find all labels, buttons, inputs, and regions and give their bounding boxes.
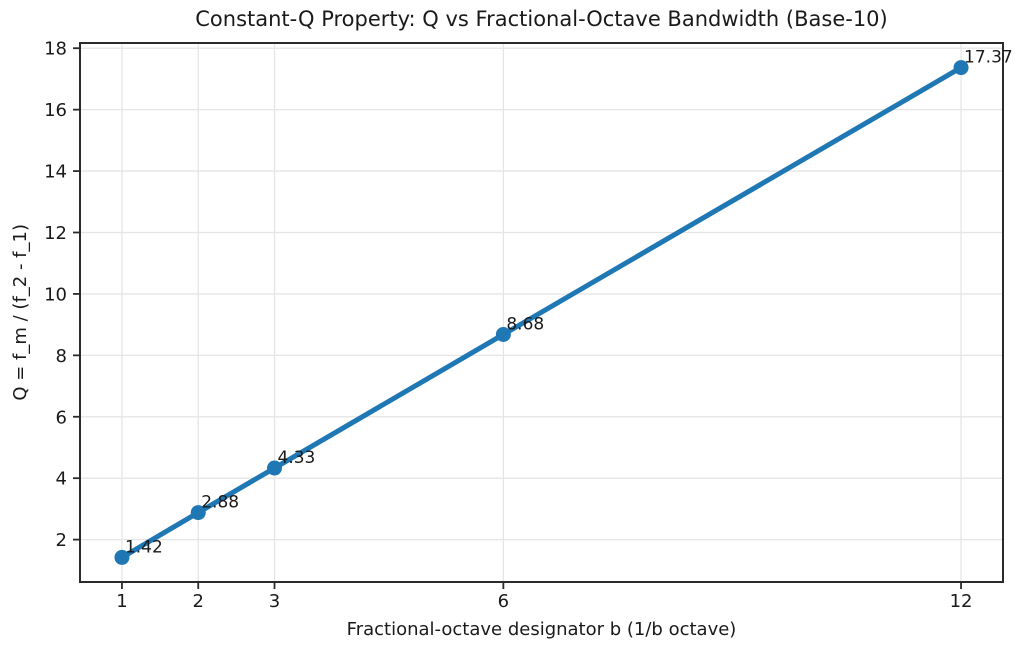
point-value-label: 8.68 <box>506 314 544 334</box>
x-axis-label: Fractional-octave designator b (1/b octa… <box>346 619 737 640</box>
point-value-label: 2.88 <box>201 493 239 513</box>
y-tick-label: 10 <box>44 284 67 305</box>
x-tick-label: 12 <box>950 591 973 612</box>
data-point-marker <box>495 326 511 342</box>
axes-spines <box>79 42 1004 583</box>
x-tick-label: 1 <box>116 591 127 612</box>
y-tick-label: 6 <box>56 407 67 428</box>
data-point-marker <box>190 505 206 521</box>
point-value-label: 17.37 <box>964 48 1013 68</box>
y-axis-label: Q = f_m / (f_2 - f_1) <box>10 224 31 401</box>
y-tick-label: 2 <box>56 530 67 551</box>
data-point-marker <box>953 60 969 76</box>
y-tick-label: 4 <box>56 469 67 490</box>
chart-title: Constant-Q Property: Q vs Fractional-Oct… <box>195 7 888 31</box>
x-tick-label: 6 <box>498 591 509 612</box>
y-tick-label: 8 <box>56 346 67 367</box>
data-line <box>119 65 964 560</box>
data-point-marker <box>114 549 130 565</box>
point-value-label: 1.42 <box>125 537 163 557</box>
data-point-marker <box>267 460 283 476</box>
point-value-label: 4.33 <box>278 448 316 468</box>
y-axis-label-wrap: Q = f_m / (f_2 - f_1) <box>10 43 31 582</box>
x-tick-label: 2 <box>193 591 204 612</box>
y-tick-label: 12 <box>44 223 67 244</box>
x-tick-label: 3 <box>269 591 280 612</box>
y-tick-label: 18 <box>44 39 67 60</box>
y-tick-label: 16 <box>44 100 67 121</box>
y-tick-label: 14 <box>44 162 67 183</box>
